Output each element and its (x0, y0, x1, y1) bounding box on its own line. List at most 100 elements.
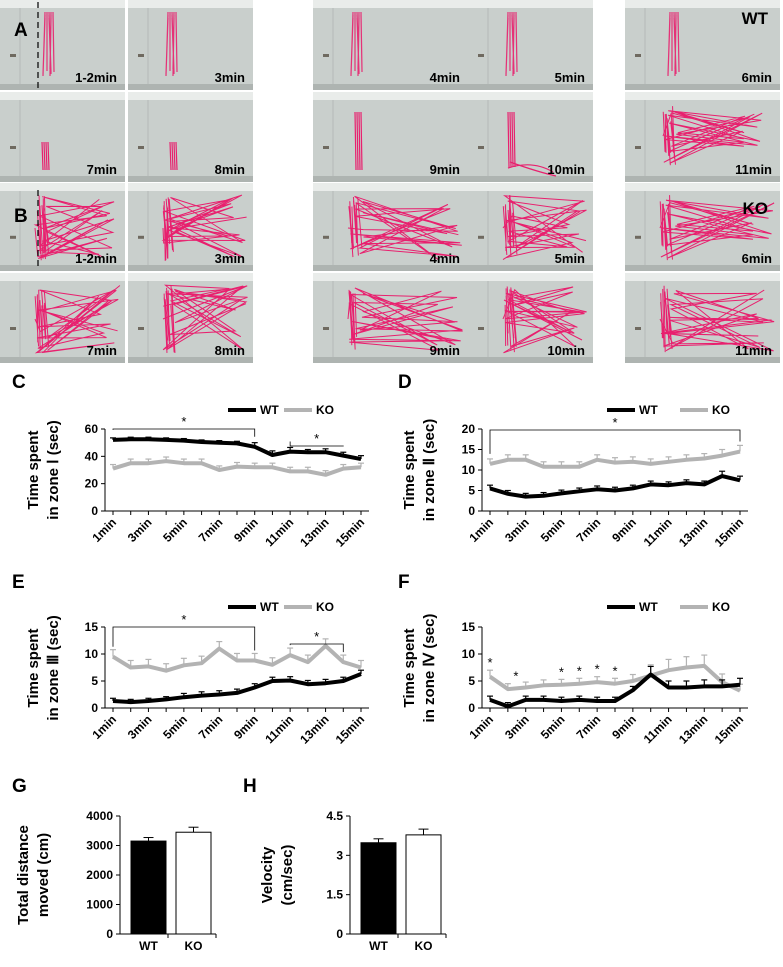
tank-base (0, 84, 125, 90)
tank-base (625, 176, 780, 182)
fish-icon (635, 54, 641, 57)
x-tick-label: 11min (641, 712, 675, 746)
x-tick-label: 1min (466, 515, 496, 545)
tank-rim (0, 273, 125, 281)
fish-icon (10, 235, 16, 239)
tank-rim (0, 0, 125, 8)
y-tick-label: 4.5 (326, 809, 343, 823)
tank-base (313, 265, 468, 271)
series-line-ko (488, 663, 741, 693)
bar-wt (360, 842, 397, 935)
significance-bracket (112, 428, 256, 437)
trajectory-trace (504, 286, 518, 353)
legend-label: WT (639, 600, 658, 614)
x-tick-label: 13min (297, 712, 331, 746)
tank-photo (313, 92, 468, 182)
x-tick-label: 13min (676, 515, 710, 549)
tank-photo (0, 183, 125, 271)
y-axis-title: Time spent in zone Ⅲ (sec) (25, 615, 62, 720)
significance-bracket (289, 441, 344, 447)
x-tick-label: 15min (712, 712, 746, 746)
significance-bracket (289, 643, 344, 653)
fish-icon (10, 146, 16, 149)
time-label: 7min (87, 343, 117, 358)
legend-label: KO (712, 600, 730, 614)
y-axis-label-line1: Time spent (25, 431, 42, 510)
time-label: 1-2min (75, 70, 117, 85)
tank-rim (625, 92, 780, 100)
trajectory-trace (34, 289, 50, 352)
tank-photo (468, 0, 593, 90)
y-axis-label-line2: in zone Ⅰ (sec) (45, 420, 62, 519)
fish-icon (138, 146, 144, 149)
time-label: 4min (430, 70, 460, 85)
x-tick-label: 5min (538, 712, 568, 742)
tank-base (468, 357, 593, 363)
x-tick-label: 9min (609, 515, 639, 545)
y-tick-label: 0 (91, 701, 98, 715)
tank-rim (128, 183, 253, 191)
tank-base (625, 84, 780, 90)
significance-star: * (612, 415, 617, 430)
x-tick-label: 9min (231, 515, 261, 545)
trajectory-trace (348, 196, 363, 258)
fish-icon (10, 54, 16, 57)
fish-icon (323, 327, 329, 330)
trajectory-trace (347, 195, 462, 261)
y-tick-label: 60 (85, 422, 99, 436)
tank-photo (313, 0, 468, 90)
fish-icon (323, 54, 329, 57)
y-axis-title: Time spent in zone Ⅳ (sec) (401, 614, 438, 723)
tank-rim (313, 92, 468, 100)
time-label: 10min (547, 343, 585, 358)
photo-row: 1-2min 3min 4min 5min 6min (0, 0, 780, 90)
tank-rim (468, 0, 593, 8)
trajectory-trace (163, 285, 176, 353)
series-line-wt (489, 672, 741, 709)
group-label: KO (743, 199, 769, 218)
tank-rim (313, 0, 468, 8)
tank-base (0, 265, 125, 271)
series-line-ko (111, 643, 362, 673)
fish-icon (635, 235, 641, 239)
y-tick-label: 15 (85, 620, 99, 634)
tank-base (128, 84, 253, 90)
tank-base (128, 176, 253, 182)
time-label: 3min (215, 251, 245, 266)
panel-label: H (243, 776, 257, 797)
tank-rim (0, 183, 125, 191)
panel-label: E (12, 572, 25, 593)
time-label: 9min (430, 162, 460, 177)
x-tick-label: 15min (333, 515, 367, 549)
y-axis-label-line1: Time spent (25, 629, 42, 708)
tank-rim (468, 273, 593, 281)
tank-base (313, 84, 468, 90)
x-tick-label: KO (415, 939, 433, 953)
significance-star: * (181, 414, 186, 429)
tank-photo (128, 183, 253, 271)
trajectory-trace (162, 284, 248, 351)
significance-bracket (112, 626, 256, 651)
y-tick-label: 10 (462, 647, 476, 661)
y-tick-label: 5 (468, 484, 475, 498)
trajectory-trace (507, 111, 557, 177)
y-tick-label: 5 (91, 674, 98, 688)
trajectory-trace (169, 141, 178, 171)
significance-bracket (489, 429, 741, 454)
y-tick-label: 0 (468, 701, 475, 715)
trajectory-trace (347, 287, 463, 351)
y-tick-label: 5 (468, 674, 475, 688)
series-line-wt (112, 437, 362, 462)
fish-icon (478, 235, 484, 239)
time-label: 10min (547, 162, 585, 177)
significance-star: * (487, 655, 492, 670)
time-label: 9min (430, 343, 460, 358)
trajectory-trace (502, 195, 518, 257)
fish-icon (138, 235, 144, 239)
y-tick-label: 4000 (86, 809, 113, 823)
trajectory-trace (354, 111, 363, 171)
tank-photo (0, 0, 125, 90)
y-axis-label-line1: Time spent (401, 629, 418, 708)
x-tick-label: 7min (196, 515, 226, 545)
trajectory-trace (660, 285, 673, 353)
